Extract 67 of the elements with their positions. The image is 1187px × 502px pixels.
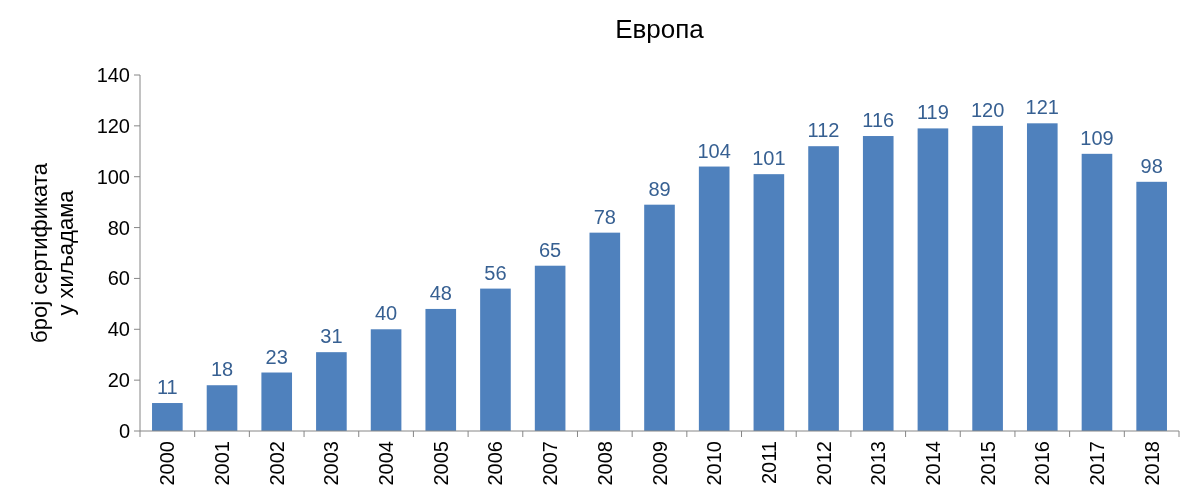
bar — [808, 146, 839, 431]
bar — [261, 372, 293, 431]
data-label: 121 — [1025, 96, 1059, 119]
bar — [589, 232, 621, 431]
data-label: 98 — [1140, 154, 1163, 177]
x-tick-label: 2018 — [1140, 441, 1163, 486]
x-tick-label: 2016 — [1031, 441, 1054, 486]
bar — [152, 403, 183, 431]
x-tick-label: 2009 — [648, 441, 671, 486]
data-label: 119 — [916, 101, 949, 124]
data-label: 65 — [539, 238, 562, 261]
x-tick-label: 2008 — [593, 441, 616, 486]
bar — [534, 265, 566, 431]
data-label: 23 — [265, 345, 288, 368]
y-tick-label: 60 — [107, 267, 130, 290]
x-tick-label: 2001 — [211, 441, 234, 486]
data-label: 104 — [697, 139, 731, 162]
x-tick-label: 2010 — [703, 441, 726, 486]
y-tick-label: 100 — [96, 165, 130, 188]
bar — [480, 288, 511, 431]
x-tick-label: 2004 — [375, 441, 398, 486]
data-label: 116 — [862, 109, 895, 132]
bar — [370, 329, 402, 431]
bar — [917, 128, 949, 431]
x-tick-label: 2002 — [265, 441, 288, 486]
x-tick-label: 2014 — [921, 441, 944, 486]
y-tick-label: 0 — [118, 420, 130, 442]
x-tick-label: 2006 — [484, 441, 507, 486]
bar — [1026, 123, 1058, 431]
y-axis-title: број сертификата у хиљадама — [26, 162, 78, 343]
x-tick-label: 2000 — [156, 441, 179, 486]
y-tick-label: 20 — [107, 369, 130, 392]
bar — [206, 385, 238, 431]
x-tick-label: 2003 — [320, 441, 343, 486]
bar — [316, 352, 347, 431]
x-tick-label: 2012 — [812, 441, 835, 486]
data-label: 40 — [374, 302, 398, 325]
data-label: 89 — [648, 177, 671, 200]
x-tick-label: 2013 — [867, 441, 890, 486]
y-tick-label: 80 — [107, 216, 130, 239]
y-tick-label: 40 — [107, 318, 130, 341]
bar — [1081, 153, 1113, 431]
data-label: 18 — [210, 358, 234, 381]
bar — [644, 204, 675, 431]
data-label: 109 — [1080, 126, 1114, 149]
data-label: 101 — [752, 147, 786, 170]
x-tick-label: 2011 — [757, 441, 780, 485]
x-tick-label: 2015 — [976, 441, 999, 486]
x-tick-label: 2005 — [429, 441, 452, 486]
bar — [1136, 181, 1167, 431]
bar — [425, 308, 457, 431]
bar — [698, 166, 730, 431]
data-label: 78 — [593, 205, 616, 228]
y-tick-label: 140 — [96, 64, 130, 86]
bar — [972, 125, 1003, 431]
bar — [753, 174, 785, 431]
data-label: 112 — [807, 119, 840, 142]
data-label: 31 — [320, 325, 343, 348]
data-label: 56 — [484, 261, 507, 284]
data-label: 48 — [429, 281, 452, 304]
x-tick-label: 2007 — [539, 441, 562, 486]
y-tick-label: 120 — [96, 114, 130, 137]
chart-title: Европа — [615, 14, 705, 44]
x-tick-label: 2017 — [1085, 441, 1108, 486]
bar — [862, 136, 894, 431]
data-label: 11 — [156, 376, 178, 399]
data-label: 120 — [970, 98, 1005, 121]
